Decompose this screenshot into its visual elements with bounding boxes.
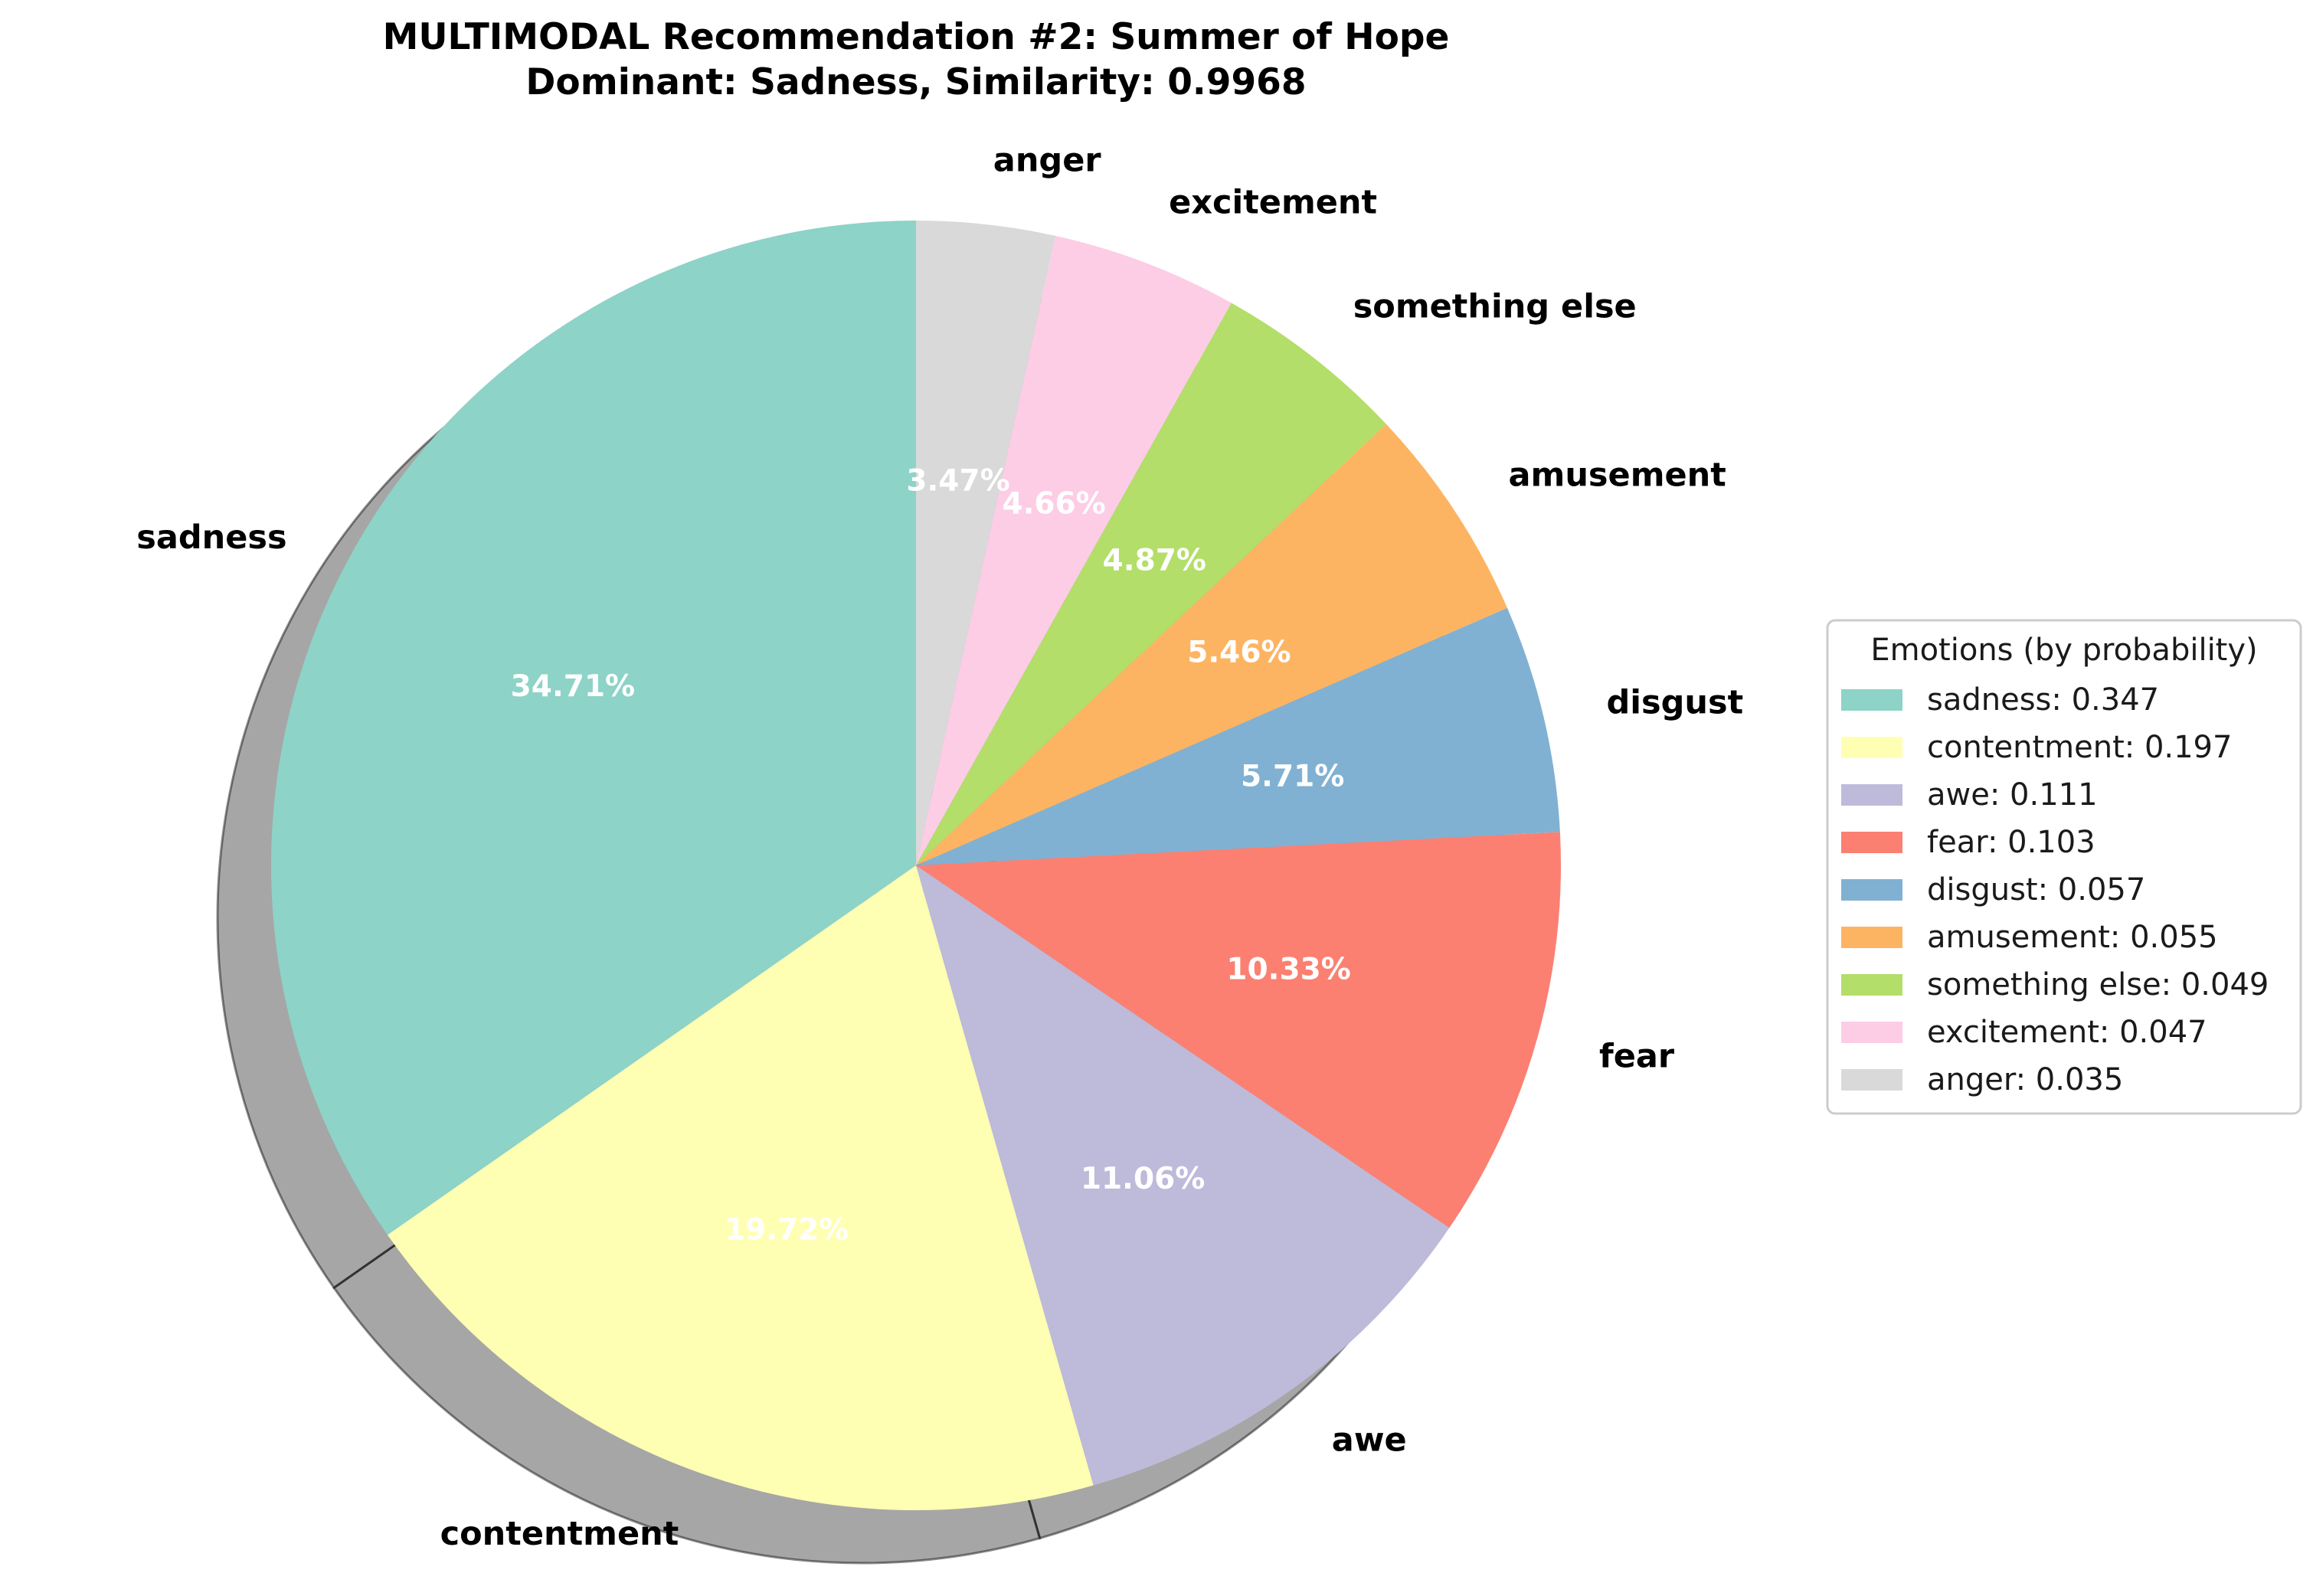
chart-subtitle: Dominant: Sadness, Similarity: 0.9968	[525, 61, 1306, 103]
percent-sadness: 34.71%	[511, 669, 635, 704]
legend-label-contentment: contentment: 0.197	[1927, 730, 2232, 765]
legend-swatch-excitement	[1841, 1022, 1902, 1043]
label-disgust: disgust	[1607, 684, 1744, 722]
label-anger: anger	[993, 141, 1102, 179]
legend-label-sadness: sadness: 0.347	[1927, 682, 2159, 718]
label-contentment: contentment	[440, 1515, 679, 1553]
legend-frame	[1826, 619, 2302, 1115]
chart-title: MULTIMODAL Recommendation #2: Summer of …	[383, 16, 1450, 58]
legend-swatch-fear	[1841, 832, 1902, 853]
legend-label-anger: anger: 0.035	[1927, 1062, 2123, 1097]
percent-anger: 3.47%	[906, 463, 1009, 498]
label-amusement: amusement	[1509, 456, 1726, 495]
slice-amusement	[916, 424, 1507, 865]
legend-label-something-else: something else: 0.049	[1927, 967, 2269, 1002]
percent-excitement: 4.66%	[1002, 487, 1105, 522]
legend-swatch-anger	[1841, 1069, 1902, 1091]
slice-disgust	[916, 607, 1560, 865]
percent-disgust: 5.71%	[1241, 760, 1344, 794]
percent-awe: 11.06%	[1081, 1162, 1205, 1196]
slice-something-else	[916, 303, 1386, 865]
label-sadness: sadness	[136, 518, 286, 557]
percent-labels: 34.71% 19.72% 11.06% 10.33% 5.71% 5.46% 4.87% 4…	[511, 463, 1351, 1247]
legend-label-fear: fear: 0.103	[1927, 825, 2095, 860]
legend: Emotions (by probability) sadness: 0.347…	[1826, 619, 2302, 1115]
legend-label-disgust: disgust: 0.057	[1927, 872, 2145, 908]
slice-sadness	[271, 221, 916, 1235]
percent-something-else: 4.87%	[1103, 544, 1206, 578]
legend-swatch-disgust	[1841, 879, 1902, 901]
slice-awe	[916, 865, 1450, 1486]
legend-swatch-sadness	[1841, 689, 1902, 711]
legend-items: sadness: 0.347 contentment: 0.197 awe: 0.1…	[1841, 682, 2269, 1097]
label-awe: awe	[1332, 1421, 1407, 1460]
legend-swatch-contentment	[1841, 737, 1902, 758]
category-labels: sadness contentment awe fear disgust amusemen…	[136, 141, 1743, 1553]
legend-label-amusement: amusement: 0.055	[1927, 920, 2218, 955]
slice-excitement	[916, 235, 1232, 865]
percent-amusement: 5.46%	[1187, 636, 1291, 670]
slice-contentment	[388, 865, 1094, 1510]
legend-title: Emotions (by probability)	[1870, 633, 2257, 668]
label-excitement: excitement	[1169, 184, 1377, 222]
pie-slices	[271, 221, 1561, 1510]
legend-label-awe: awe: 0.111	[1927, 777, 2098, 813]
legend-swatch-awe	[1841, 784, 1902, 806]
percent-fear: 10.33%	[1226, 953, 1350, 987]
slice-anger	[916, 221, 1056, 865]
slice-fear	[916, 832, 1561, 1228]
legend-label-excitement: excitement: 0.047	[1927, 1015, 2207, 1050]
legend-swatch-amusement	[1841, 927, 1902, 948]
label-something-else: something else	[1353, 288, 1637, 326]
percent-contentment: 19.72%	[725, 1213, 849, 1248]
label-fear: fear	[1599, 1037, 1675, 1075]
legend-swatch-something-else	[1841, 974, 1902, 996]
